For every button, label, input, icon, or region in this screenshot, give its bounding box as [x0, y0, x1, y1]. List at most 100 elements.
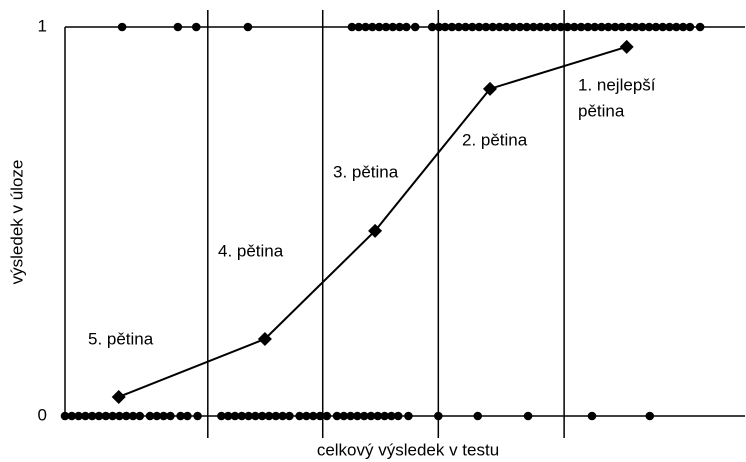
student-point: [556, 22, 566, 32]
student-point: [604, 22, 613, 32]
student-point: [473, 411, 483, 421]
student-point: [381, 22, 391, 32]
student-point: [285, 411, 294, 421]
student-point: [244, 411, 253, 421]
student-point: [468, 22, 477, 32]
student-point: [230, 411, 240, 421]
student-point: [695, 22, 705, 32]
student-point: [393, 411, 403, 421]
student-point: [549, 22, 559, 32]
student-point: [315, 411, 325, 421]
student-point: [173, 22, 183, 32]
student-point: [278, 411, 287, 421]
student-point: [387, 411, 396, 421]
student-point: [115, 411, 124, 421]
student-point: [402, 22, 411, 32]
student-point: [523, 411, 533, 421]
annotation: pětina: [578, 101, 625, 120]
student-point: [644, 22, 654, 32]
student-point: [388, 22, 398, 32]
student-point: [587, 411, 597, 421]
quintile-marker: [368, 223, 383, 238]
student-point: [121, 411, 131, 421]
student-point: [183, 411, 192, 421]
student-point: [685, 22, 695, 32]
student-point: [166, 411, 175, 421]
student-point: [631, 22, 640, 32]
student-point: [217, 411, 226, 421]
student-point: [474, 22, 484, 32]
student-point: [74, 411, 83, 421]
student-point: [322, 411, 332, 421]
student-point: [502, 22, 511, 32]
y-tick-label: 0: [38, 405, 47, 424]
student-point: [332, 411, 342, 421]
student-point: [440, 22, 450, 32]
student-point: [515, 22, 525, 32]
student-point: [264, 411, 274, 421]
student-point: [191, 22, 201, 32]
student-point: [145, 411, 155, 421]
annotation: 1. nejlepší: [578, 75, 656, 94]
student-point: [152, 411, 162, 421]
student-point: [665, 22, 674, 32]
x-axis-label: celkový výsledek v testu: [317, 440, 499, 459]
student-point: [563, 22, 572, 32]
student-point: [672, 22, 681, 32]
student-point: [159, 411, 168, 421]
student-point: [251, 411, 260, 421]
student-point: [117, 22, 127, 32]
student-point: [651, 22, 661, 32]
student-point: [366, 411, 376, 421]
student-point: [645, 411, 655, 421]
student-point: [597, 22, 606, 32]
student-point: [658, 22, 668, 32]
student-point: [135, 411, 145, 421]
student-point: [536, 22, 545, 32]
student-point: [368, 22, 377, 32]
student-point: [380, 411, 389, 421]
student-point: [271, 411, 281, 421]
student-point: [257, 411, 267, 421]
student-point: [434, 411, 443, 421]
student-point: [576, 22, 586, 32]
student-point: [529, 22, 538, 32]
quintile-marker: [619, 39, 634, 54]
student-point: [590, 22, 600, 32]
student-point: [447, 22, 457, 32]
y-axis-label: výsledek v úloze: [7, 160, 26, 285]
student-point: [522, 22, 532, 32]
student-point: [94, 411, 104, 421]
student-point: [193, 411, 202, 421]
student-point: [237, 411, 247, 421]
student-point: [454, 22, 464, 32]
student-point: [373, 411, 383, 421]
student-point: [176, 411, 185, 421]
student-point: [617, 22, 627, 32]
student-point: [488, 22, 498, 32]
student-point: [81, 411, 90, 421]
student-point: [295, 411, 304, 421]
student-point: [67, 411, 77, 421]
student-point: [353, 411, 362, 421]
quintile-marker: [111, 389, 126, 404]
student-point: [508, 22, 518, 32]
student-point: [610, 22, 620, 32]
annotation: 2. pětina: [462, 130, 528, 149]
y-tick-label: 1: [38, 16, 47, 35]
student-point: [461, 22, 470, 32]
student-point: [223, 411, 233, 421]
student-point: [339, 411, 349, 421]
student-point: [87, 411, 97, 421]
annotation: 4. pětina: [218, 241, 284, 260]
student-point: [354, 22, 364, 32]
student-point: [404, 411, 413, 421]
student-point: [361, 22, 370, 32]
student-point: [346, 411, 355, 421]
student-point: [243, 22, 253, 32]
student-point: [374, 22, 384, 32]
annotation: 5. pětina: [88, 329, 154, 348]
student-point: [347, 22, 357, 32]
student-point: [128, 411, 138, 421]
